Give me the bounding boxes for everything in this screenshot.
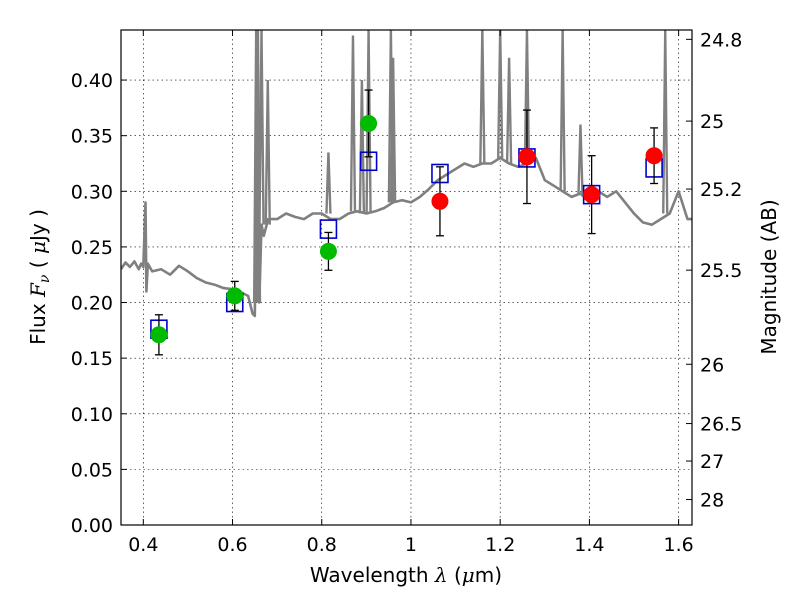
grid-lines (121, 30, 692, 526)
y2-tick-label: 26.5 (700, 414, 742, 436)
x-tick-label: 1.6 (664, 534, 694, 556)
emission-line-spike (358, 80, 366, 214)
axis-ticks (121, 30, 692, 526)
x-tick-label: 1 (405, 534, 417, 556)
y2-tick-label: 26 (700, 354, 724, 376)
emission-line-spike (264, 80, 271, 225)
tick-labels: 0.4 0.6 0.8 1 1.2 1.4 1.6 0.00 0.05 0.10 0.15 0.20 0… (71, 29, 743, 556)
spectrum-line (121, 30, 692, 318)
green-data-point (150, 326, 168, 344)
green-data-point (319, 242, 337, 260)
red-data-point (431, 192, 449, 210)
x-tick-label: 0.4 (128, 534, 158, 556)
data-markers (150, 89, 663, 356)
y-tick-label: 0.15 (71, 348, 113, 370)
y2-tick-label: 24.8 (700, 29, 742, 51)
emission-line-spike (258, 30, 265, 225)
red-data-point (645, 147, 663, 165)
y-tick-label: 0.35 (71, 126, 113, 148)
green-data-point (226, 287, 244, 305)
x-tick-label: 0.6 (217, 534, 247, 556)
x-axis-title: Wavelength λ (μm) (310, 563, 502, 587)
emission-line-spike (325, 152, 332, 214)
y2-tick-label: 25.5 (700, 260, 742, 282)
emission-line-spike (662, 30, 669, 214)
emission-line-spike (479, 30, 486, 164)
y-axis-title: Flux Fν ( μJy ) (26, 209, 53, 345)
emission-line-spike (349, 35, 357, 212)
green-data-point (360, 114, 378, 132)
emission-line-spike (523, 30, 531, 164)
y-tick-label: 0.40 (71, 70, 113, 92)
y2-tick-label: 25.2 (700, 179, 742, 201)
x-tick-label: 1.2 (485, 534, 515, 556)
y-tick-label: 0.25 (71, 237, 113, 259)
plot-frame (120, 29, 693, 526)
x-tick-label: 1.4 (574, 534, 604, 556)
y-tick-label: 0.30 (71, 181, 113, 203)
emission-line-spike (389, 57, 397, 203)
y-tick-label: 0.10 (71, 404, 113, 426)
y2-axis-title: Magnitude (AB) (757, 199, 781, 354)
model-spectrum (121, 30, 692, 318)
red-data-point (583, 186, 601, 204)
y-tick-label: 0.05 (71, 459, 113, 481)
emission-line-spike (496, 30, 504, 158)
emission-line-spike (577, 124, 584, 194)
red-data-point (518, 148, 536, 166)
y2-tick-label: 28 (700, 490, 724, 512)
emission-line-spike (505, 57, 513, 164)
y-tick-label: 0.20 (71, 293, 113, 315)
y-tick-label: 0.00 (71, 515, 113, 537)
emission-line-spike (559, 30, 566, 192)
x-tick-label: 0.8 (307, 534, 337, 556)
y2-tick-label: 25 (700, 111, 724, 133)
y2-tick-label: 27 (700, 451, 724, 473)
